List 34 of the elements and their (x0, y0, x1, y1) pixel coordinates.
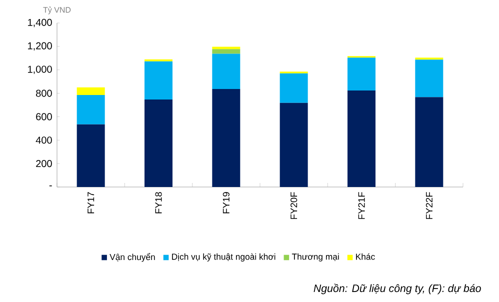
bar (144, 99, 173, 187)
bar (212, 88, 240, 187)
legend-label: Thương mại (292, 253, 339, 262)
y-tick-label: 1,200 (28, 42, 52, 51)
bar (347, 90, 376, 187)
bar (144, 61, 173, 100)
x-tick-label: FY20F (290, 192, 298, 219)
bar (415, 60, 444, 98)
legend-label: Vận chuyển (110, 253, 155, 262)
text: Nguồn: Dữ liệu công ty, (F): dự báo (314, 284, 481, 294)
bar (280, 102, 308, 187)
y-tick-label: 400 (36, 136, 52, 144)
legend-label: Dịch vụ kỹ thuật ngoài khơi (172, 253, 276, 262)
bar (347, 58, 376, 90)
y-tick-label: 1,400 (28, 18, 52, 28)
bar (280, 73, 308, 103)
legend-label: Khác (356, 253, 375, 260)
x-tick-label: FY19 (222, 192, 230, 214)
bar (76, 87, 105, 96)
y-tick-label: 600 (36, 113, 52, 120)
x-tick-label: FY17 (88, 192, 94, 214)
y-axis-title: Tỷ VND (43, 6, 71, 14)
bar (76, 95, 105, 124)
y-tick-label: - (49, 185, 52, 186)
x-tick-label: FY22F (426, 192, 432, 219)
bar (415, 97, 444, 187)
y-tick-label: 1,000 (28, 66, 52, 74)
y-tick-label: 800 (36, 90, 52, 97)
bar (76, 124, 105, 187)
y-tick-label: 200 (36, 160, 52, 168)
bar (212, 49, 240, 54)
bar (212, 54, 240, 89)
x-tick-label: FY21F (358, 192, 365, 219)
x-tick-label: FY18 (155, 192, 162, 214)
